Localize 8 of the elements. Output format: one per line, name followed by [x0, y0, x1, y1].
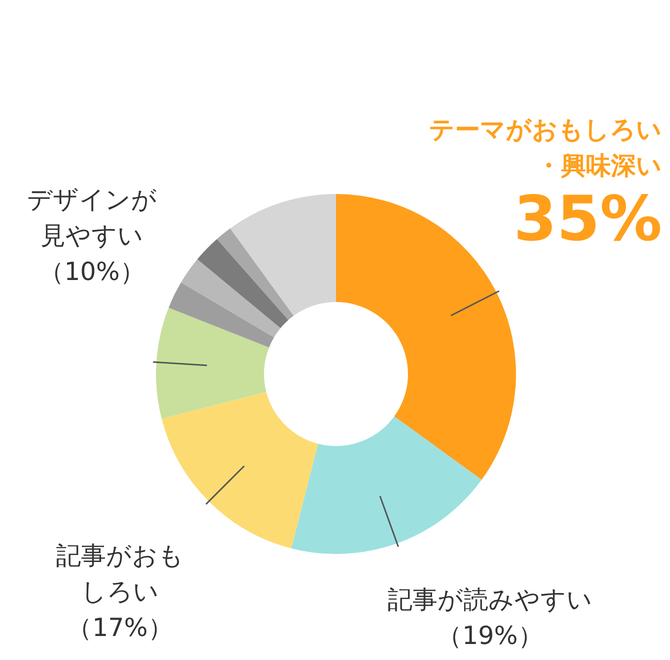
slice-label: テーマがおもしろい・興味深い — [429, 115, 662, 180]
data-label: （10%） — [38, 256, 146, 288]
slice-label: デザインが見やすい — [27, 184, 157, 252]
data-label: （19%） — [436, 620, 544, 652]
slice-label: 記事が読みやすい — [386, 584, 594, 616]
slice-label: 記事がおもしろい — [55, 540, 185, 608]
data-label: （17%） — [66, 612, 174, 644]
data-label: 35% — [512, 182, 662, 255]
